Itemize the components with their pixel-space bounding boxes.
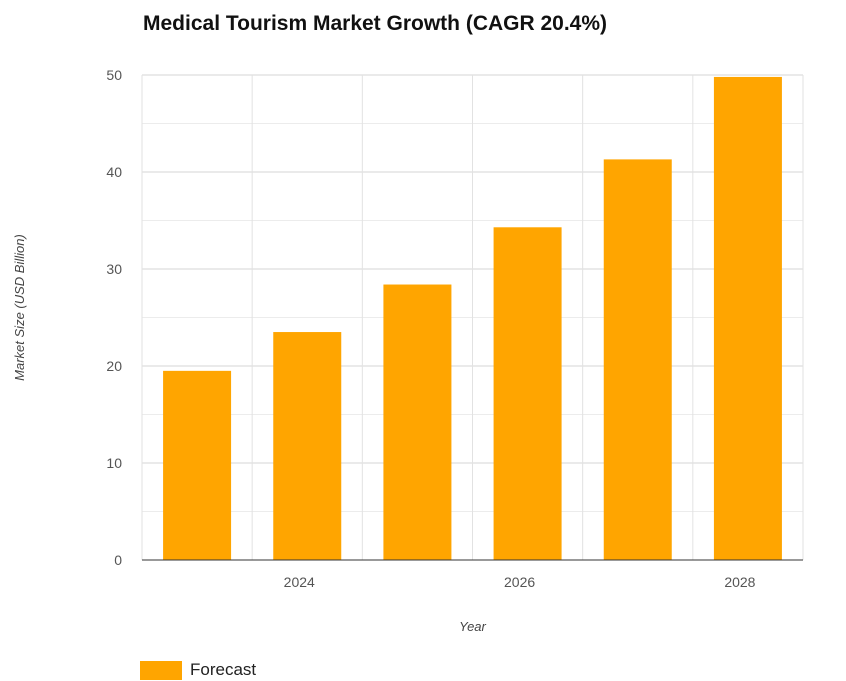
y-tick-label: 30 (106, 261, 122, 277)
bar-2027 (603, 159, 672, 560)
y-tick-label: 20 (106, 358, 122, 374)
x-tick-label: 2026 (504, 574, 535, 590)
legend: Forecast (140, 660, 256, 680)
y-tick-label: 10 (106, 455, 122, 471)
legend-label: Forecast (190, 660, 257, 679)
x-tick-label: 2028 (724, 574, 755, 590)
bars (163, 76, 782, 561)
y-tick-label: 50 (106, 67, 122, 83)
gridlines (141, 74, 804, 560)
y-tick-labels: 0 10 20 30 40 50 (106, 67, 122, 568)
x-tick-labels: 2024 2026 2028 (284, 574, 756, 590)
y-axis-title: Market Size (USD Billion) (12, 234, 27, 381)
y-tick-label: 0 (114, 552, 122, 568)
legend-swatch (140, 660, 182, 680)
bar-2026 (493, 227, 562, 561)
bar-2024 (273, 332, 342, 560)
chart-title: Medical Tourism Market Growth (CAGR 20.4… (143, 12, 608, 35)
bar-2023 (163, 370, 232, 560)
bar-2028 (713, 76, 782, 560)
x-axis-title: Year (459, 619, 486, 634)
y-tick-label: 40 (106, 164, 122, 180)
bar-2025 (383, 284, 452, 560)
bar-chart: 0 10 20 30 40 50 2024 2026 2028 Market Size (US… (12, 67, 804, 634)
x-tick-label: 2024 (284, 574, 315, 590)
